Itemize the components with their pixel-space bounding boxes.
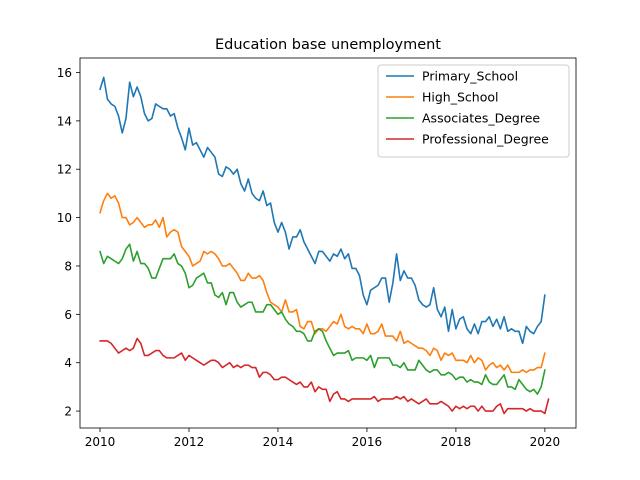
legend-label: Professional_Degree [422,132,549,147]
x-tick-label: 2010 [85,435,116,449]
legend-label: Primary_School [422,69,518,84]
legend-box [377,64,570,158]
series-layer [99,76,550,415]
y-tick-label: 10 [57,211,72,225]
x-tick-label: 2020 [530,435,561,449]
series-line-high-school [99,192,546,374]
legend-label: High_School [422,90,498,105]
axes-layer: 2010 2012 2014 2016 2018 2020 2 4 6 8 10 12 14 16 [57,66,560,449]
x-tick-label: 2014 [263,435,294,449]
x-tick-label: 2012 [174,435,205,449]
y-tick-label: 14 [57,114,72,128]
chart-title: Education base unemployment [215,37,441,53]
y-tick-label: 12 [57,163,72,177]
plot-area-frame [79,57,577,429]
y-tick-label: 4 [64,356,72,370]
y-tick-label: 6 [64,308,72,322]
y-tick-label: 8 [64,259,72,273]
series-line-primary-school [99,76,546,345]
x-tick-label: 2016 [352,435,383,449]
series-line-associates-degree [99,243,546,395]
legend-label: Associates_Degree [422,111,540,126]
x-tick-label: 2018 [441,435,472,449]
chart-legend: Primary_School High_School Associates_Degr… [377,64,570,158]
y-tick-label: 16 [57,66,72,80]
series-line-professional-degree [99,337,550,415]
y-tick-label: 2 [64,405,72,419]
